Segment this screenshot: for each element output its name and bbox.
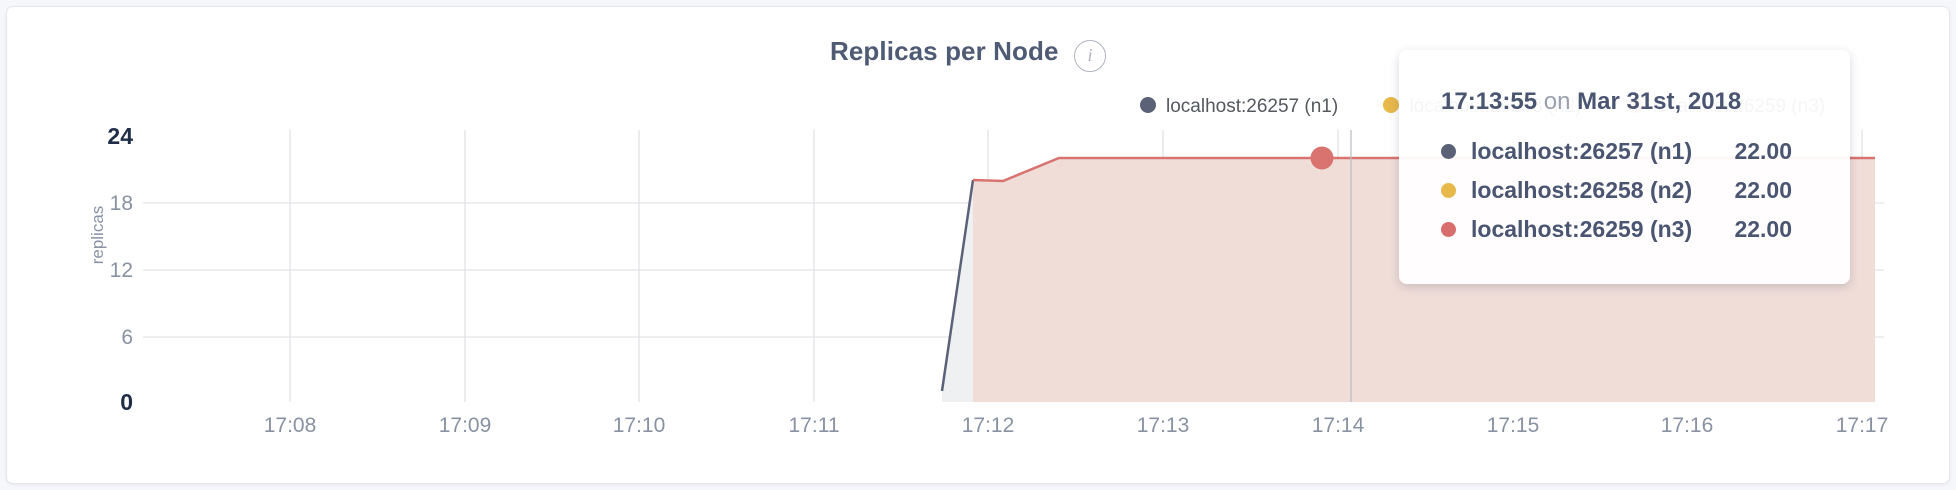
svg-text:17:12: 17:12 — [962, 414, 1015, 437]
svg-text:17:09: 17:09 — [439, 414, 492, 437]
svg-text:17:08: 17:08 — [264, 414, 317, 437]
svg-text:12: 12 — [110, 259, 133, 282]
svg-text:18: 18 — [110, 192, 133, 215]
svg-text:17:16: 17:16 — [1661, 414, 1714, 437]
svg-text:0: 0 — [120, 389, 133, 415]
svg-text:17:11: 17:11 — [789, 414, 840, 437]
svg-text:17:13: 17:13 — [1137, 414, 1190, 437]
svg-text:24: 24 — [107, 123, 133, 149]
svg-text:17:10: 17:10 — [613, 414, 666, 437]
svg-text:17:15: 17:15 — [1487, 414, 1540, 437]
svg-text:17:14: 17:14 — [1312, 414, 1365, 437]
svg-text:17:17: 17:17 — [1836, 414, 1889, 437]
svg-text:6: 6 — [121, 326, 133, 349]
